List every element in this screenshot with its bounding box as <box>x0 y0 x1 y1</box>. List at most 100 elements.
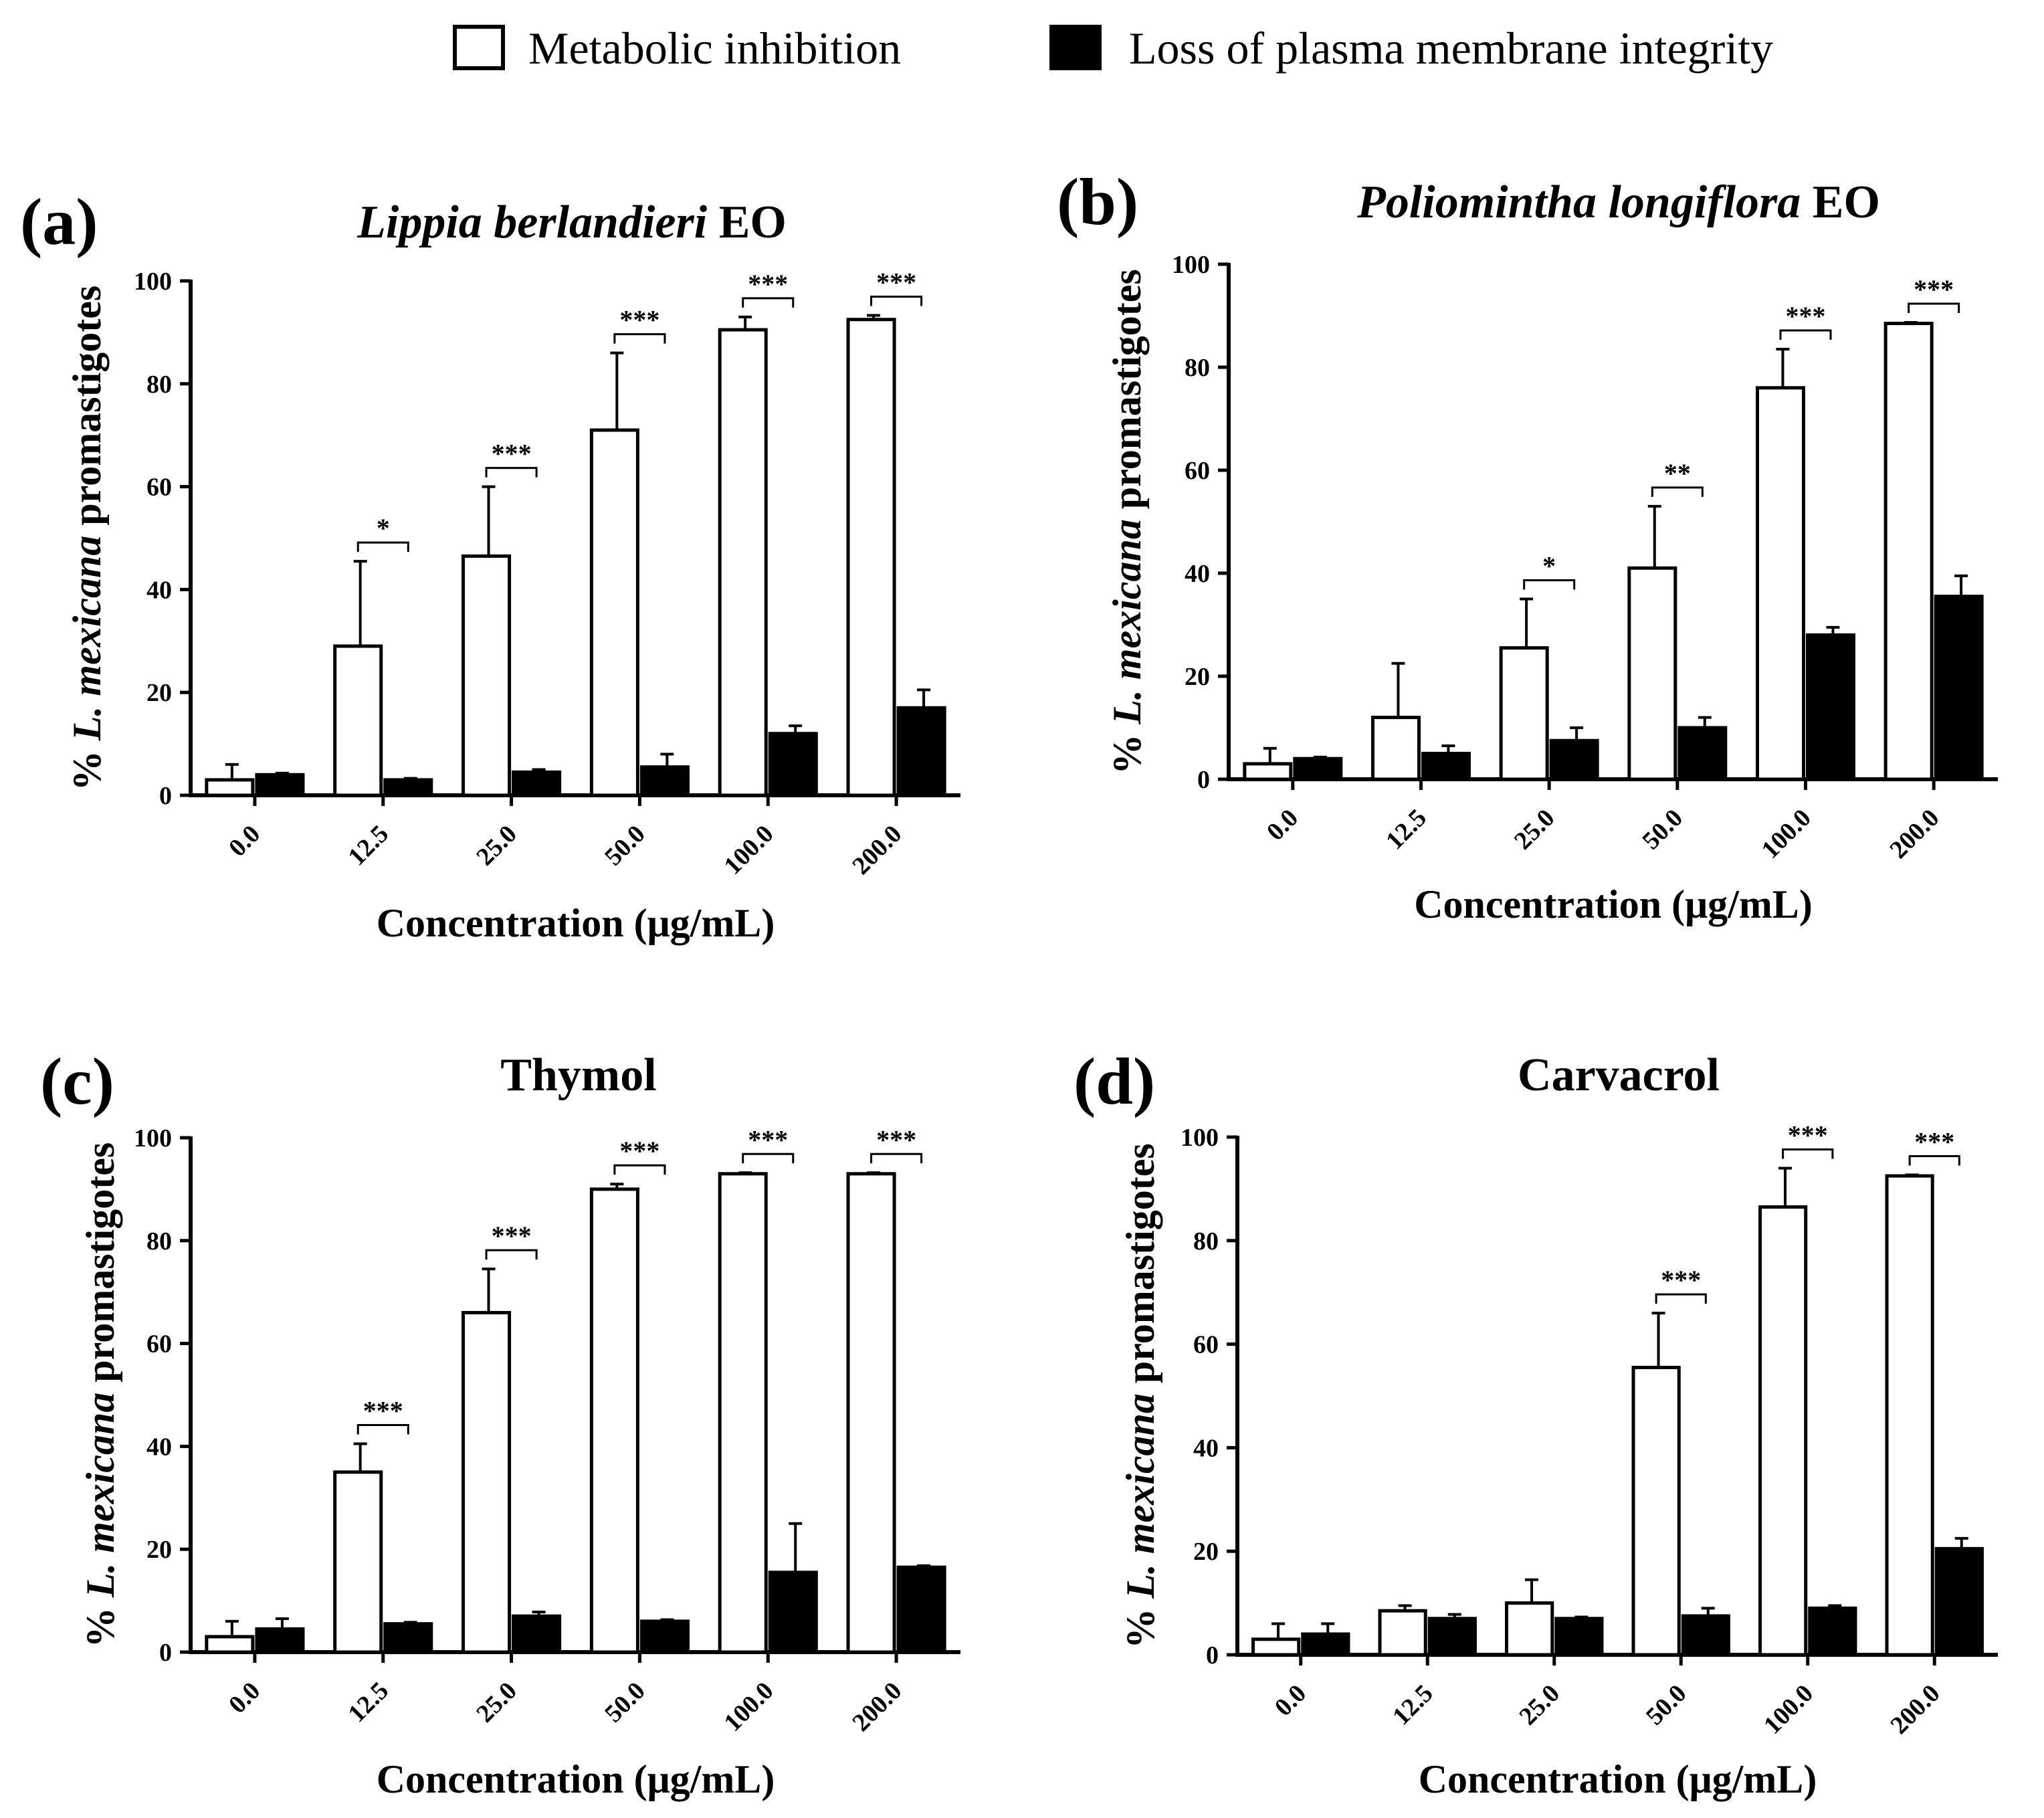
y-tick-label: 100 <box>134 1124 172 1152</box>
y-tick-label: 80 <box>146 371 172 399</box>
x-tick-label: 25.0 <box>1509 804 1560 855</box>
significance-bracket <box>742 1152 795 1164</box>
panel-label: (c) <box>40 1044 114 1118</box>
significance-bracket <box>742 297 795 308</box>
significance-label: ** <box>1664 458 1691 488</box>
significance-bracket <box>870 1152 923 1164</box>
bar-metabolic <box>1243 762 1293 781</box>
y-tick-label: 100 <box>1181 1124 1219 1152</box>
x-tick-label: 200.0 <box>1884 804 1944 864</box>
significance-label: *** <box>1661 1265 1701 1295</box>
bar-membrane <box>1806 633 1855 781</box>
x-tick-label: 25.0 <box>471 1677 522 1728</box>
y-tick-label: 20 <box>1185 663 1210 691</box>
bar-metabolic <box>333 1470 383 1654</box>
chart-title-text: EO <box>707 197 787 248</box>
bar-membrane <box>255 1627 305 1654</box>
chart-title-italic: Lippia berlandieri <box>356 197 708 248</box>
y-tick-label: 60 <box>146 1330 172 1358</box>
y-tick-label: 60 <box>146 474 172 502</box>
bar-metabolic <box>589 428 639 797</box>
x-tick-label: 50.0 <box>1637 804 1688 855</box>
bar-membrane <box>639 1619 690 1654</box>
significance-label: *** <box>492 1221 532 1251</box>
y-axis-label-pre: % <box>65 740 109 791</box>
bar-membrane <box>1301 1632 1350 1657</box>
significance-label: *** <box>492 439 532 469</box>
significance-label: *** <box>876 1124 916 1154</box>
y-tick-label: 20 <box>146 1536 172 1564</box>
significance-bracket <box>1523 579 1576 590</box>
chart-title: Lippia berlandieri EO <box>356 197 787 248</box>
bar-membrane <box>1681 1614 1730 1657</box>
bar-membrane <box>1934 1546 1984 1657</box>
x-axis-label: Concentration (μg/mL) <box>1419 1757 1817 1801</box>
bar-metabolic <box>846 318 896 797</box>
significance-label: *** <box>1788 1120 1828 1150</box>
bar-membrane <box>383 1622 433 1654</box>
y-axis-label: % L. mexicana promastigotes <box>1105 269 1149 774</box>
significance-label: *** <box>619 1136 659 1166</box>
chart-title-text: EO <box>1801 177 1880 228</box>
x-tick-label: 100.0 <box>1758 1680 1819 1740</box>
y-tick-label: 60 <box>1185 457 1210 485</box>
significance-bracket <box>356 1424 409 1435</box>
y-tick-label: 0 <box>1197 766 1210 794</box>
legend-label-membrane: Loss of plasma membrane integrity <box>1129 23 1773 74</box>
bar-membrane <box>768 732 818 797</box>
y-tick-label: 80 <box>146 1227 172 1255</box>
significance-bracket <box>356 541 409 552</box>
bar-membrane <box>1421 752 1471 781</box>
bar-membrane <box>768 1571 818 1654</box>
y-axis-label: % L. mexicana promastigotes <box>1118 1143 1162 1648</box>
y-tick-label: 0 <box>159 1639 172 1667</box>
significance-label: * <box>1542 551 1556 581</box>
significance-bracket <box>870 296 923 306</box>
y-axis-label-pre: % <box>1118 1599 1162 1649</box>
x-tick-label: 100.0 <box>718 1677 779 1737</box>
panel-label: (b) <box>1057 165 1138 239</box>
bar-membrane <box>1934 595 1984 781</box>
bar-metabolic <box>1505 1601 1554 1657</box>
y-axis-label-post: promastigotes <box>65 286 109 536</box>
x-tick-label: 0.0 <box>223 820 266 862</box>
x-tick-label: 12.5 <box>1381 804 1432 855</box>
significance-bracket <box>485 1249 538 1260</box>
bar-metabolic <box>718 1172 768 1654</box>
significance-label: * <box>377 513 390 543</box>
bar-metabolic <box>1251 1637 1301 1657</box>
x-tick-label: 200.0 <box>847 820 907 880</box>
y-axis-label-pre: % <box>1105 724 1149 775</box>
bar-metabolic <box>333 644 383 797</box>
significance-bracket <box>1655 1293 1707 1304</box>
significance-bracket <box>485 467 538 478</box>
y-tick-label: 40 <box>146 576 172 604</box>
significance-bracket <box>613 1164 666 1175</box>
bar-metabolic <box>1756 386 1805 781</box>
significance-bracket <box>1908 1155 1960 1166</box>
panel-label: (d) <box>1074 1044 1155 1118</box>
y-tick-label: 0 <box>1206 1641 1219 1670</box>
bar-membrane <box>1677 726 1728 781</box>
bar-metabolic <box>205 778 255 797</box>
y-tick-label: 80 <box>1185 354 1210 382</box>
chart-title: Thymol <box>500 1049 656 1101</box>
bar-metabolic <box>1371 716 1421 781</box>
y-tick-label: 40 <box>146 1433 172 1461</box>
bar-membrane <box>255 773 305 797</box>
y-axis-label-italic: L. mexicana <box>1118 1393 1162 1599</box>
x-tick-label: 50.0 <box>599 820 651 872</box>
bar-metabolic <box>462 1310 512 1654</box>
bar-membrane <box>1293 756 1343 781</box>
y-tick-label: 20 <box>146 679 172 707</box>
x-tick-label: 0.0 <box>1261 804 1304 846</box>
y-tick-label: 100 <box>1172 251 1210 279</box>
significance-bracket <box>1779 329 1832 340</box>
bar-membrane <box>1427 1617 1477 1657</box>
chart-title: Poliomintha longiflora EO <box>1356 177 1880 228</box>
significance-label: *** <box>1914 274 1954 304</box>
bar-metabolic <box>589 1187 639 1654</box>
x-tick-label: 12.5 <box>1387 1680 1439 1731</box>
